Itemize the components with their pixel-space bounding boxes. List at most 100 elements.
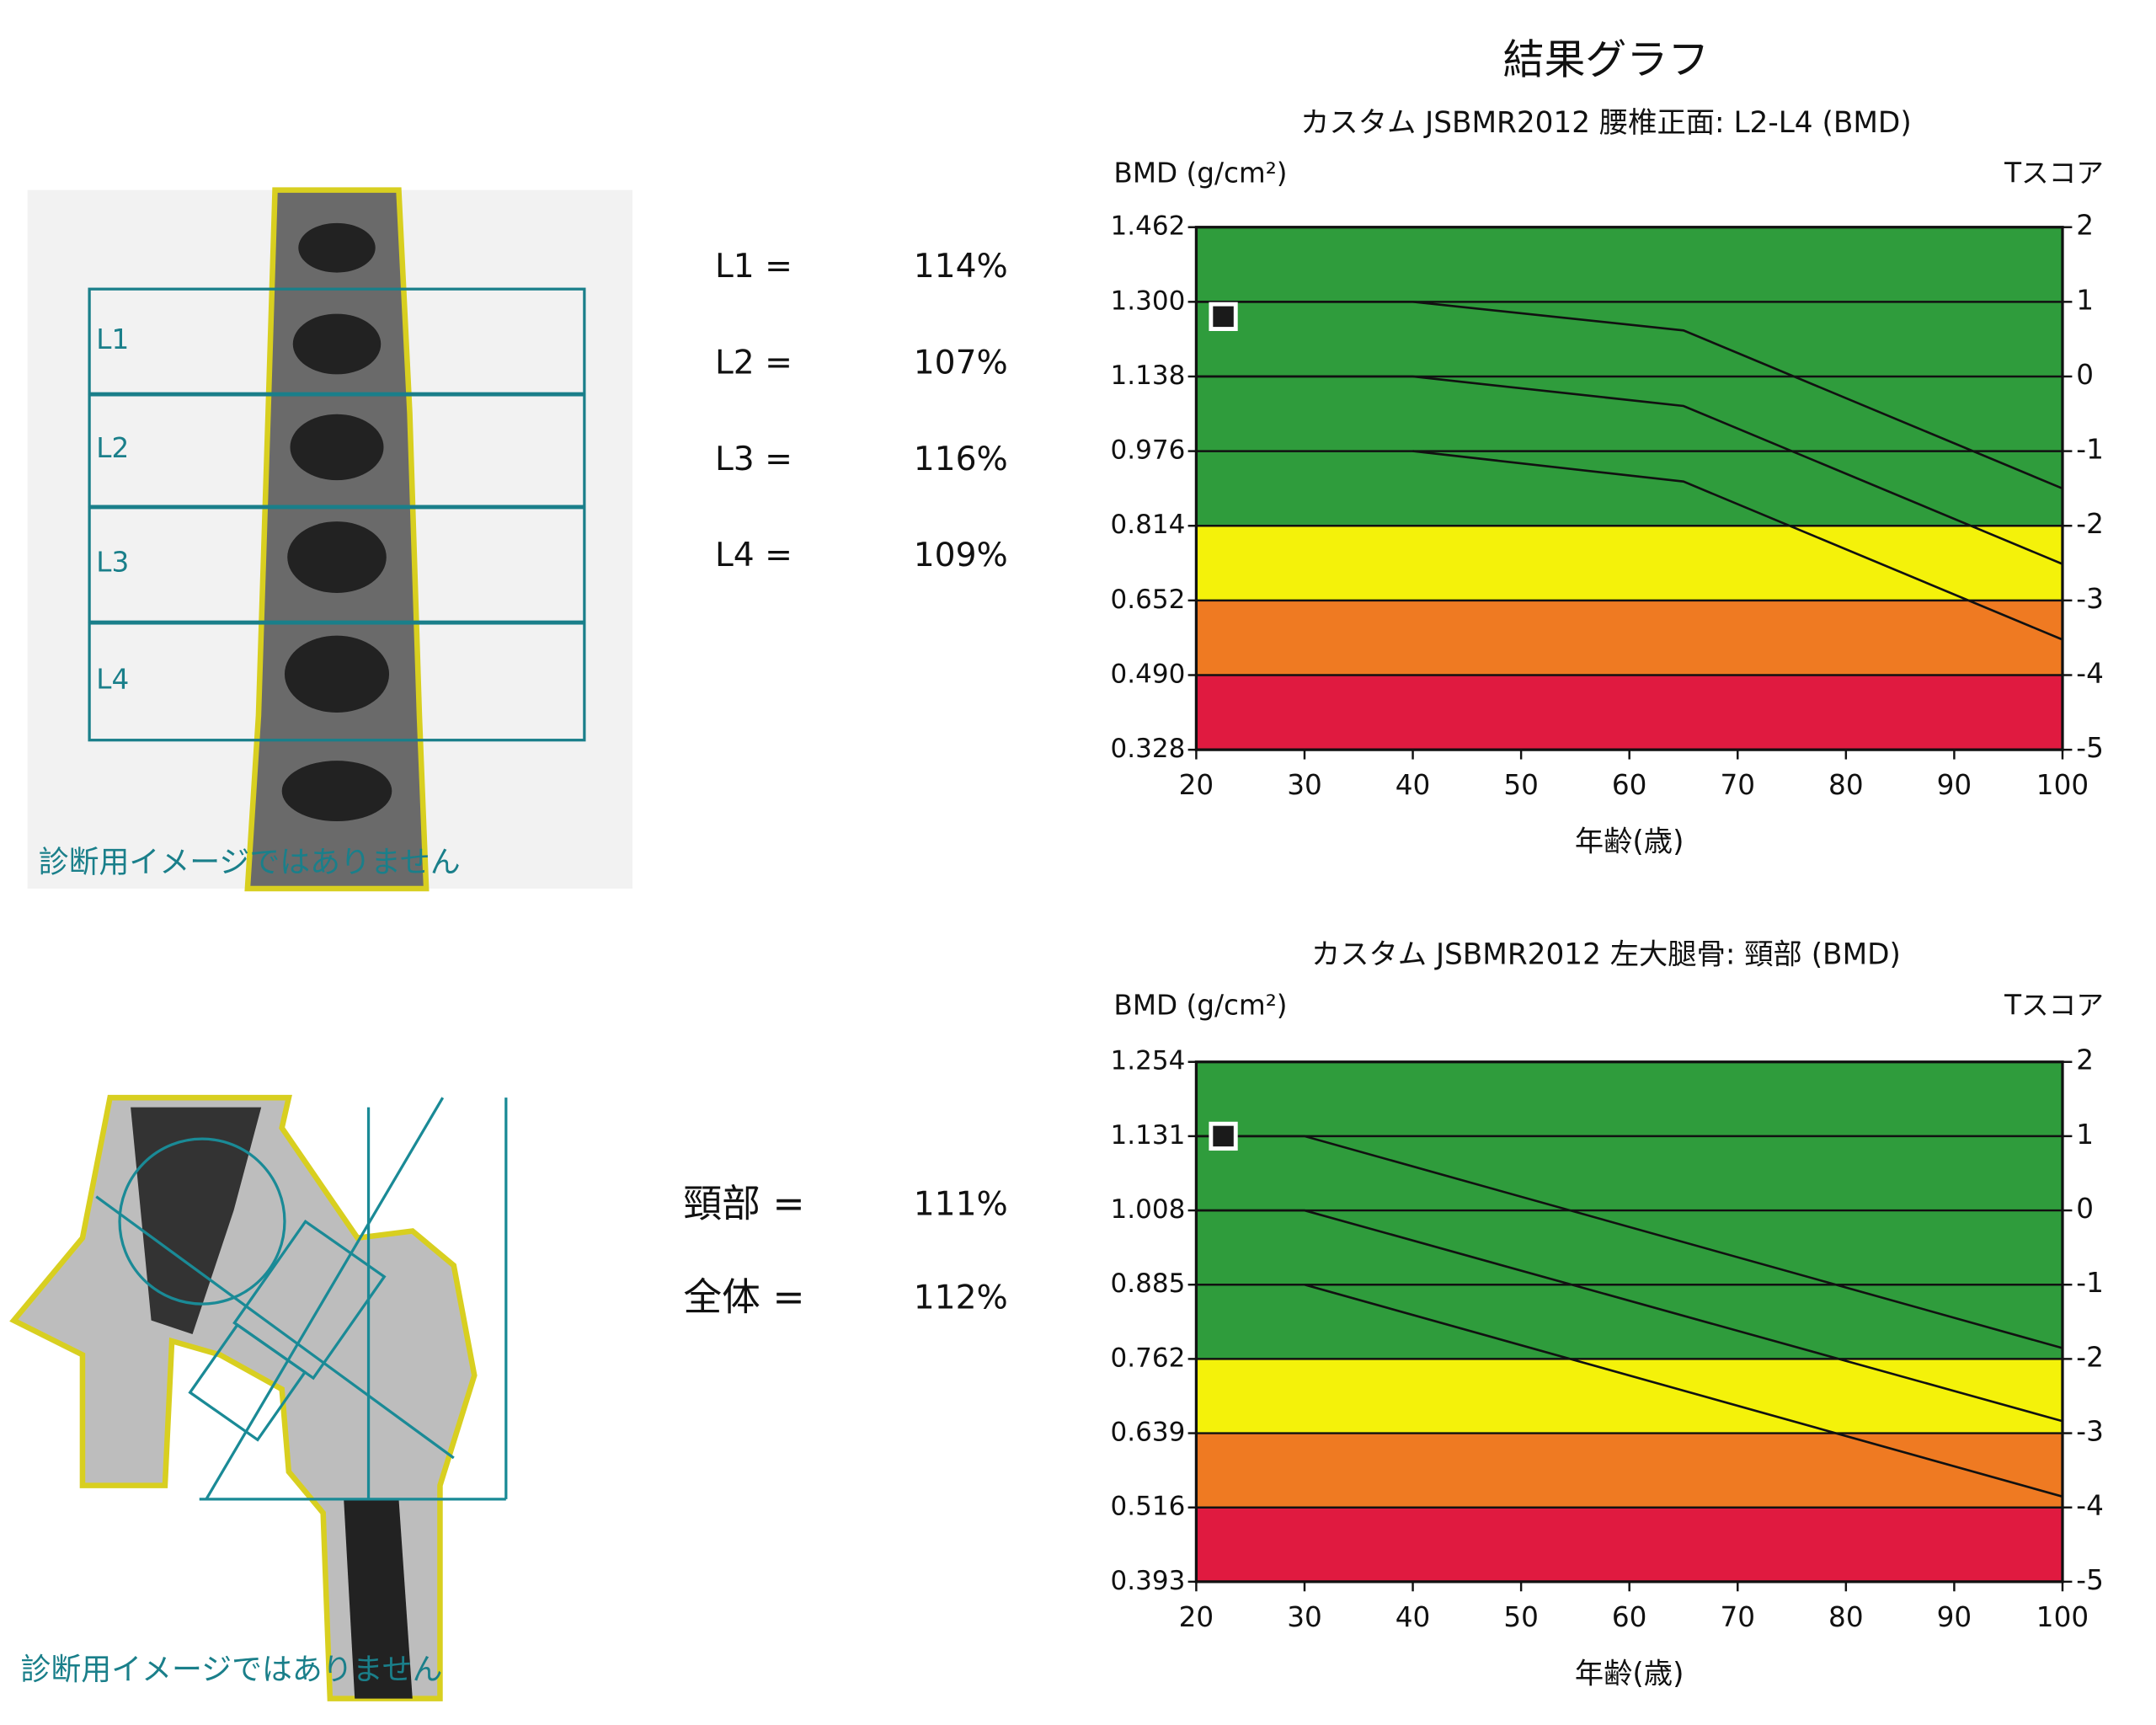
x-tick-label: 100 xyxy=(2036,769,2089,801)
reference-curve xyxy=(1196,301,2063,490)
y-tick-label: 1.138 xyxy=(1111,360,1186,391)
region-label: L2 xyxy=(96,432,129,464)
y2-tick-label: -4 xyxy=(2076,657,2104,689)
y2-tick-label: 1 xyxy=(2076,284,2094,316)
y2-tick-label: -5 xyxy=(2076,1564,2104,1596)
y-tick-label: 1.131 xyxy=(1111,1120,1186,1151)
y2-tick-label: -4 xyxy=(2076,1490,2104,1522)
x-tick-label: 50 xyxy=(1503,1601,1539,1633)
x-axis-label: 年齢(歳) xyxy=(1575,1657,1684,1690)
page-title: 結果グラフ xyxy=(1503,35,1710,83)
region-label: L1 xyxy=(96,323,129,355)
y-tick-label: 0.516 xyxy=(1111,1492,1186,1522)
watermark: 診断用イメージではありません xyxy=(39,846,461,880)
x-tick-label: 80 xyxy=(1828,769,1864,801)
x-tick-label: 60 xyxy=(1612,769,1647,801)
watermark: 診断用イメージではありません xyxy=(20,1653,442,1687)
x-tick-label: 60 xyxy=(1612,1601,1647,1633)
results: L1 = 114% L2 = 107% L3 = 116% L4 = 109% 頸部 = 111%… xyxy=(683,248,1007,1319)
result-value: 107% xyxy=(914,344,1008,382)
plot-frame xyxy=(1194,226,2064,751)
result-label: L2 = xyxy=(715,344,792,382)
x-tick-label: 30 xyxy=(1287,1601,1322,1633)
y-tick-label: 0.490 xyxy=(1111,659,1186,689)
hip-image: 診断用イメージではありません xyxy=(9,1094,508,1701)
zone-band xyxy=(1196,1507,2063,1582)
result-value: 111% xyxy=(914,1186,1008,1224)
roi-overlay xyxy=(95,1097,508,1501)
zone-band xyxy=(1196,1359,2063,1434)
y-tick-label: 0.652 xyxy=(1111,585,1186,615)
result-label: 全体 = xyxy=(683,1275,804,1320)
reference-curve xyxy=(1196,375,2063,565)
result-label: 頸部 = xyxy=(683,1182,804,1226)
region-label: L3 xyxy=(96,547,129,579)
plot-frame xyxy=(1194,1060,2064,1583)
y-tick-label: 0.885 xyxy=(1111,1268,1186,1299)
vertebra-marks xyxy=(281,222,392,822)
bone-dense xyxy=(131,1107,262,1334)
y-axis-label: BMD (g/cm²) xyxy=(1113,158,1287,190)
zone-band xyxy=(1196,675,2063,750)
y2-tick-label: 2 xyxy=(2076,1044,2094,1076)
reference-curve xyxy=(1196,1209,2063,1423)
x-tick-label: 20 xyxy=(1179,769,1214,801)
zone-band xyxy=(1196,600,2063,676)
result-value: 114% xyxy=(914,248,1008,286)
y-tick-label: 0.814 xyxy=(1111,510,1186,540)
y2-tick-label: -5 xyxy=(2076,732,2104,764)
y2-tick-label: 2 xyxy=(2076,210,2094,242)
y-tick-label: 0.762 xyxy=(1111,1343,1186,1373)
region-labels: L1 L2 L3 L4 xyxy=(96,323,129,695)
x-tick-label: 90 xyxy=(1937,1601,1972,1633)
y2-axis-label: Tスコア xyxy=(2004,158,2104,190)
patient-marker xyxy=(1209,1121,1238,1151)
y2-tick-label: 1 xyxy=(2076,1119,2094,1151)
result-value: 112% xyxy=(914,1279,1008,1317)
reference-curve xyxy=(1304,1283,2063,1498)
chart-title: カスタム JSBMR2012 左大腿骨: 頸部 (BMD) xyxy=(1311,938,1901,972)
patient-marker xyxy=(1209,302,1238,331)
x-axis-label: 年齢(歳) xyxy=(1575,825,1684,859)
spine-image: L1 L2 L3 L4 診断用イメージではありません xyxy=(27,187,633,892)
x-tick-label: 80 xyxy=(1828,1601,1864,1633)
region-label: L4 xyxy=(96,663,129,695)
x-tick-label: 40 xyxy=(1396,1601,1431,1633)
y-tick-label: 0.639 xyxy=(1111,1418,1186,1448)
x-tick-label: 50 xyxy=(1503,769,1539,801)
x-tick-label: 70 xyxy=(1720,1601,1755,1633)
region-boxes xyxy=(88,287,586,742)
x-tick-label: 20 xyxy=(1179,1601,1214,1633)
x-tick-label: 100 xyxy=(2036,1601,2089,1633)
y2-tick-label: -1 xyxy=(2076,1267,2104,1299)
y-tick-label: 1.254 xyxy=(1111,1046,1186,1076)
zone-band xyxy=(1196,526,2063,601)
y2-tick-label: 0 xyxy=(2076,1193,2094,1225)
x-tick-label: 90 xyxy=(1937,769,1972,801)
y2-tick-label: -2 xyxy=(2076,1341,2104,1373)
y-axis-label: BMD (g/cm²) xyxy=(1113,989,1287,1021)
shaft-dense xyxy=(344,1498,413,1699)
result-label: L4 = xyxy=(715,537,792,574)
x-tick-label: 30 xyxy=(1287,769,1322,801)
y2-tick-label: -1 xyxy=(2076,434,2104,466)
y2-axis-label: Tスコア xyxy=(2004,989,2104,1021)
reference-curve xyxy=(1412,450,2063,641)
y-tick-label: 1.008 xyxy=(1111,1194,1186,1225)
y-tick-label: 1.462 xyxy=(1111,211,1186,242)
x-tick-label: 40 xyxy=(1396,769,1431,801)
result-value: 116% xyxy=(914,441,1008,478)
result-label: L1 = xyxy=(715,248,792,286)
y-tick-label: 1.300 xyxy=(1111,286,1186,316)
chart-title: カスタム JSBMR2012 腰椎正面: L2-L4 (BMD) xyxy=(1300,106,1912,140)
y2-tick-label: -2 xyxy=(2076,508,2104,540)
y-tick-label: 0.976 xyxy=(1111,435,1186,466)
y2-tick-label: -3 xyxy=(2076,583,2104,615)
y-tick-label: 0.393 xyxy=(1111,1566,1186,1596)
result-value: 109% xyxy=(914,537,1008,574)
zone-band xyxy=(1196,1433,2063,1508)
y-tick-label: 0.328 xyxy=(1111,734,1186,764)
y2-tick-label: -3 xyxy=(2076,1416,2104,1448)
y2-tick-label: 0 xyxy=(2076,359,2094,391)
